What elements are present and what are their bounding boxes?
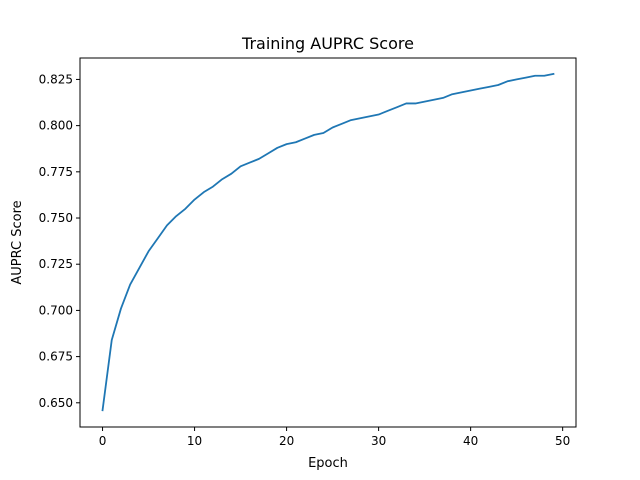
x-tick-label: 20 <box>279 434 294 448</box>
y-tick-label: 0.675 <box>39 350 73 364</box>
x-tick-label: 0 <box>99 434 107 448</box>
y-tick-label: 0.775 <box>39 165 73 179</box>
y-axis-label: AUPRC Score <box>10 200 25 284</box>
plot-frame <box>79 57 577 428</box>
x-tick-label: 30 <box>371 434 386 448</box>
x-tick-label: 10 <box>187 434 202 448</box>
y-tick-label: 0.650 <box>39 396 73 410</box>
x-axis-label: Epoch <box>308 456 348 471</box>
x-tick-label: 40 <box>463 434 478 448</box>
series-line <box>101 72 555 412</box>
plot-area: 0 10 20 30 40 50 0.650 0.675 0.700 0.725 0.750 0.77… <box>39 72 571 448</box>
y-tick-label: 0.750 <box>39 211 73 225</box>
y-tick-label: 0.800 <box>39 119 73 133</box>
y-tick-label: 0.700 <box>39 303 73 317</box>
chart-title: Training AUPRC Score <box>241 34 414 53</box>
y-tick-label: 0.825 <box>39 72 73 86</box>
y-tick-label: 0.725 <box>39 257 73 271</box>
x-tick-label: 50 <box>555 434 570 448</box>
